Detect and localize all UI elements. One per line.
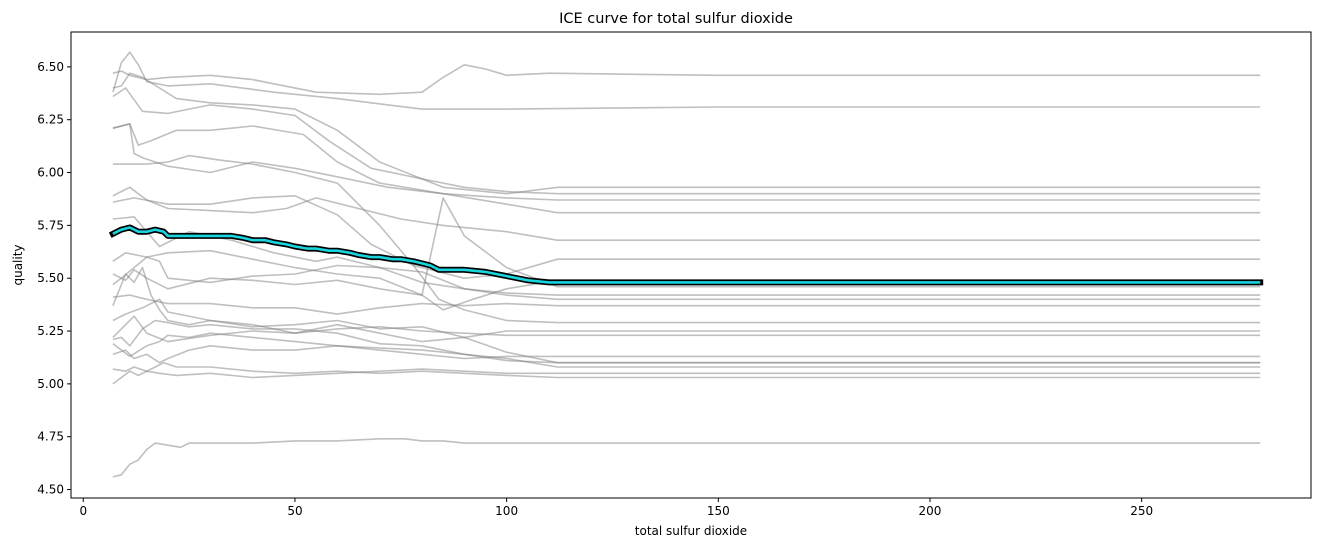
x-tick-label: 100 <box>495 504 518 518</box>
ice-curve-6 <box>112 154 1261 324</box>
ice-curve-21 <box>112 368 1261 385</box>
y-tick-label: 5.75 <box>37 218 64 232</box>
ice-curve-15 <box>112 298 1261 364</box>
ice-curve-3 <box>112 87 1261 195</box>
ice-curve-14 <box>112 266 1261 343</box>
plot-area-frame <box>70 31 1312 499</box>
y-tick-label: 5.50 <box>37 271 64 285</box>
ice-curve-7 <box>112 186 1261 241</box>
ice-curve-19 <box>112 344 1261 368</box>
y-axis-label: quality <box>11 244 25 285</box>
pd-curve-line <box>112 226 1261 284</box>
ice-curve-18 <box>112 332 1261 360</box>
ice-curve-12 <box>112 256 1261 301</box>
y-tick-label: 4.50 <box>37 483 64 497</box>
ice-curve-1 <box>112 51 1261 110</box>
ice-curve-17 <box>112 319 1261 364</box>
x-tick-label: 200 <box>919 504 942 518</box>
partial-dependence-curve <box>108 224 1264 286</box>
y-tick-label: 5.00 <box>37 377 64 391</box>
ice-curve-11 <box>112 268 1261 311</box>
ice-curve-22 <box>112 437 1261 478</box>
y-tick-label: 6.25 <box>37 113 64 127</box>
ice-curve-8 <box>112 195 1261 280</box>
ice-curve-9 <box>112 216 1261 296</box>
x-axis-label: total sulfur dioxide <box>635 524 747 538</box>
ice-curve-5 <box>112 123 1261 214</box>
y-tick-label: 4.75 <box>37 430 64 444</box>
y-axis-ticks: 4.50 4.75 5.00 5.25 5.50 5.75 6.00 6.25 6.50 <box>37 60 71 497</box>
x-tick-label: 150 <box>707 504 730 518</box>
ice-curve-0 <box>112 64 1261 96</box>
ice-curve-20 <box>112 361 1261 379</box>
ice-curve-4 <box>112 123 1261 201</box>
ice-curve-10 <box>112 197 1261 296</box>
y-tick-label: 6.00 <box>37 166 64 180</box>
ice-curves <box>112 51 1261 478</box>
x-tick-label: 0 <box>79 504 87 518</box>
chart-title: ICE curve for total sulfur dioxide <box>559 11 793 27</box>
x-axis-ticks: 0 50 100 150 200 250 <box>79 498 1153 518</box>
x-tick-label: 250 <box>1130 504 1153 518</box>
ice-curve-2 <box>112 72 1261 195</box>
y-tick-label: 5.25 <box>37 324 64 338</box>
ice-curve-13 <box>112 294 1261 315</box>
x-tick-label: 50 <box>287 504 302 518</box>
y-tick-label: 6.50 <box>37 60 64 74</box>
